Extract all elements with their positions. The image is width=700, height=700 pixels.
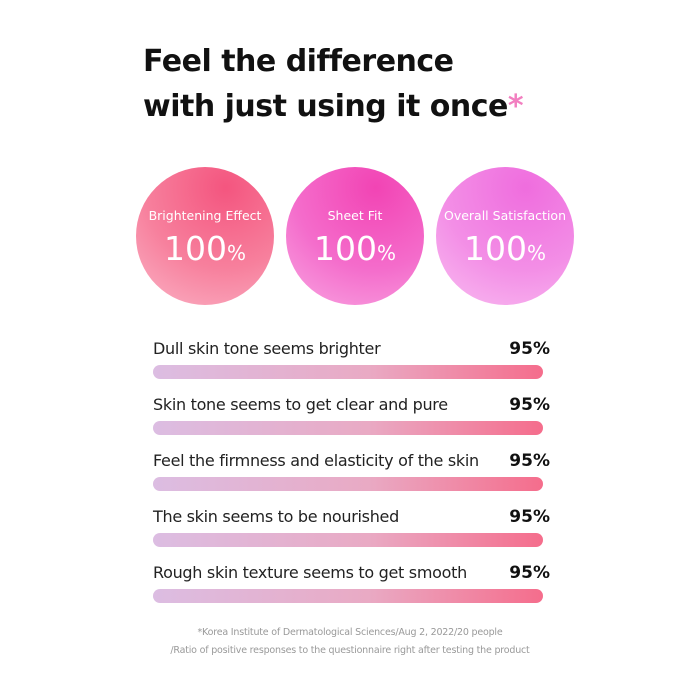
unit: % [376,241,396,265]
row-bar [153,421,543,435]
value: 100 [463,229,527,268]
footnote: /Ratio of positive responses to the ques… [170,645,530,656]
value: 100 [163,229,227,268]
unit: % [226,241,246,265]
survey-row: Feel the firmness and elasticity of the … [153,451,550,501]
row-percent: 95% [509,451,550,471]
circle-value: 100% [136,229,274,268]
row-label: Rough skin texture seems to get smooth [153,563,467,582]
row-bar [153,477,543,491]
row-bar [153,589,543,603]
value: 100 [313,229,377,268]
unit: % [526,241,546,265]
row-percent: 95% [509,507,550,527]
stat-circle: Sheet Fit 100% [286,167,424,305]
footnote: *Korea Institute of Dermatological Scien… [197,627,503,638]
row-label: Dull skin tone seems brighter [153,339,381,358]
survey-row: Rough skin texture seems to get smooth 95… [153,563,550,613]
circle-value: 100% [436,229,574,268]
circle-value: 100% [286,229,424,268]
title-line: Feel the difference [143,44,454,79]
stat-circle: Brightening Effect 100% [136,167,274,305]
row-bar [153,365,543,379]
stat-circle: Overall Satisfaction 100% [436,167,574,305]
circle-label: Sheet Fit [327,208,383,223]
survey-row: Skin tone seems to get clear and pure 95% [153,395,550,445]
survey-row: Dull skin tone seems brighter 95% [153,339,550,389]
title-line: with just using it once* [143,89,524,124]
row-percent: 95% [509,339,550,359]
title-text: with just using it once [143,89,508,124]
row-bar [153,533,543,547]
circle-label: Overall Satisfaction [443,208,566,223]
row-label: Skin tone seems to get clear and pure [153,395,448,414]
asterisk: * [507,89,524,124]
row-label: The skin seems to be nourished [153,507,399,526]
circle-label: Brightening Effect [148,208,262,223]
survey-row: The skin seems to be nourished 95% [153,507,550,557]
row-label: Feel the firmness and elasticity of the … [153,451,479,470]
row-percent: 95% [509,395,550,415]
row-percent: 95% [509,563,550,583]
